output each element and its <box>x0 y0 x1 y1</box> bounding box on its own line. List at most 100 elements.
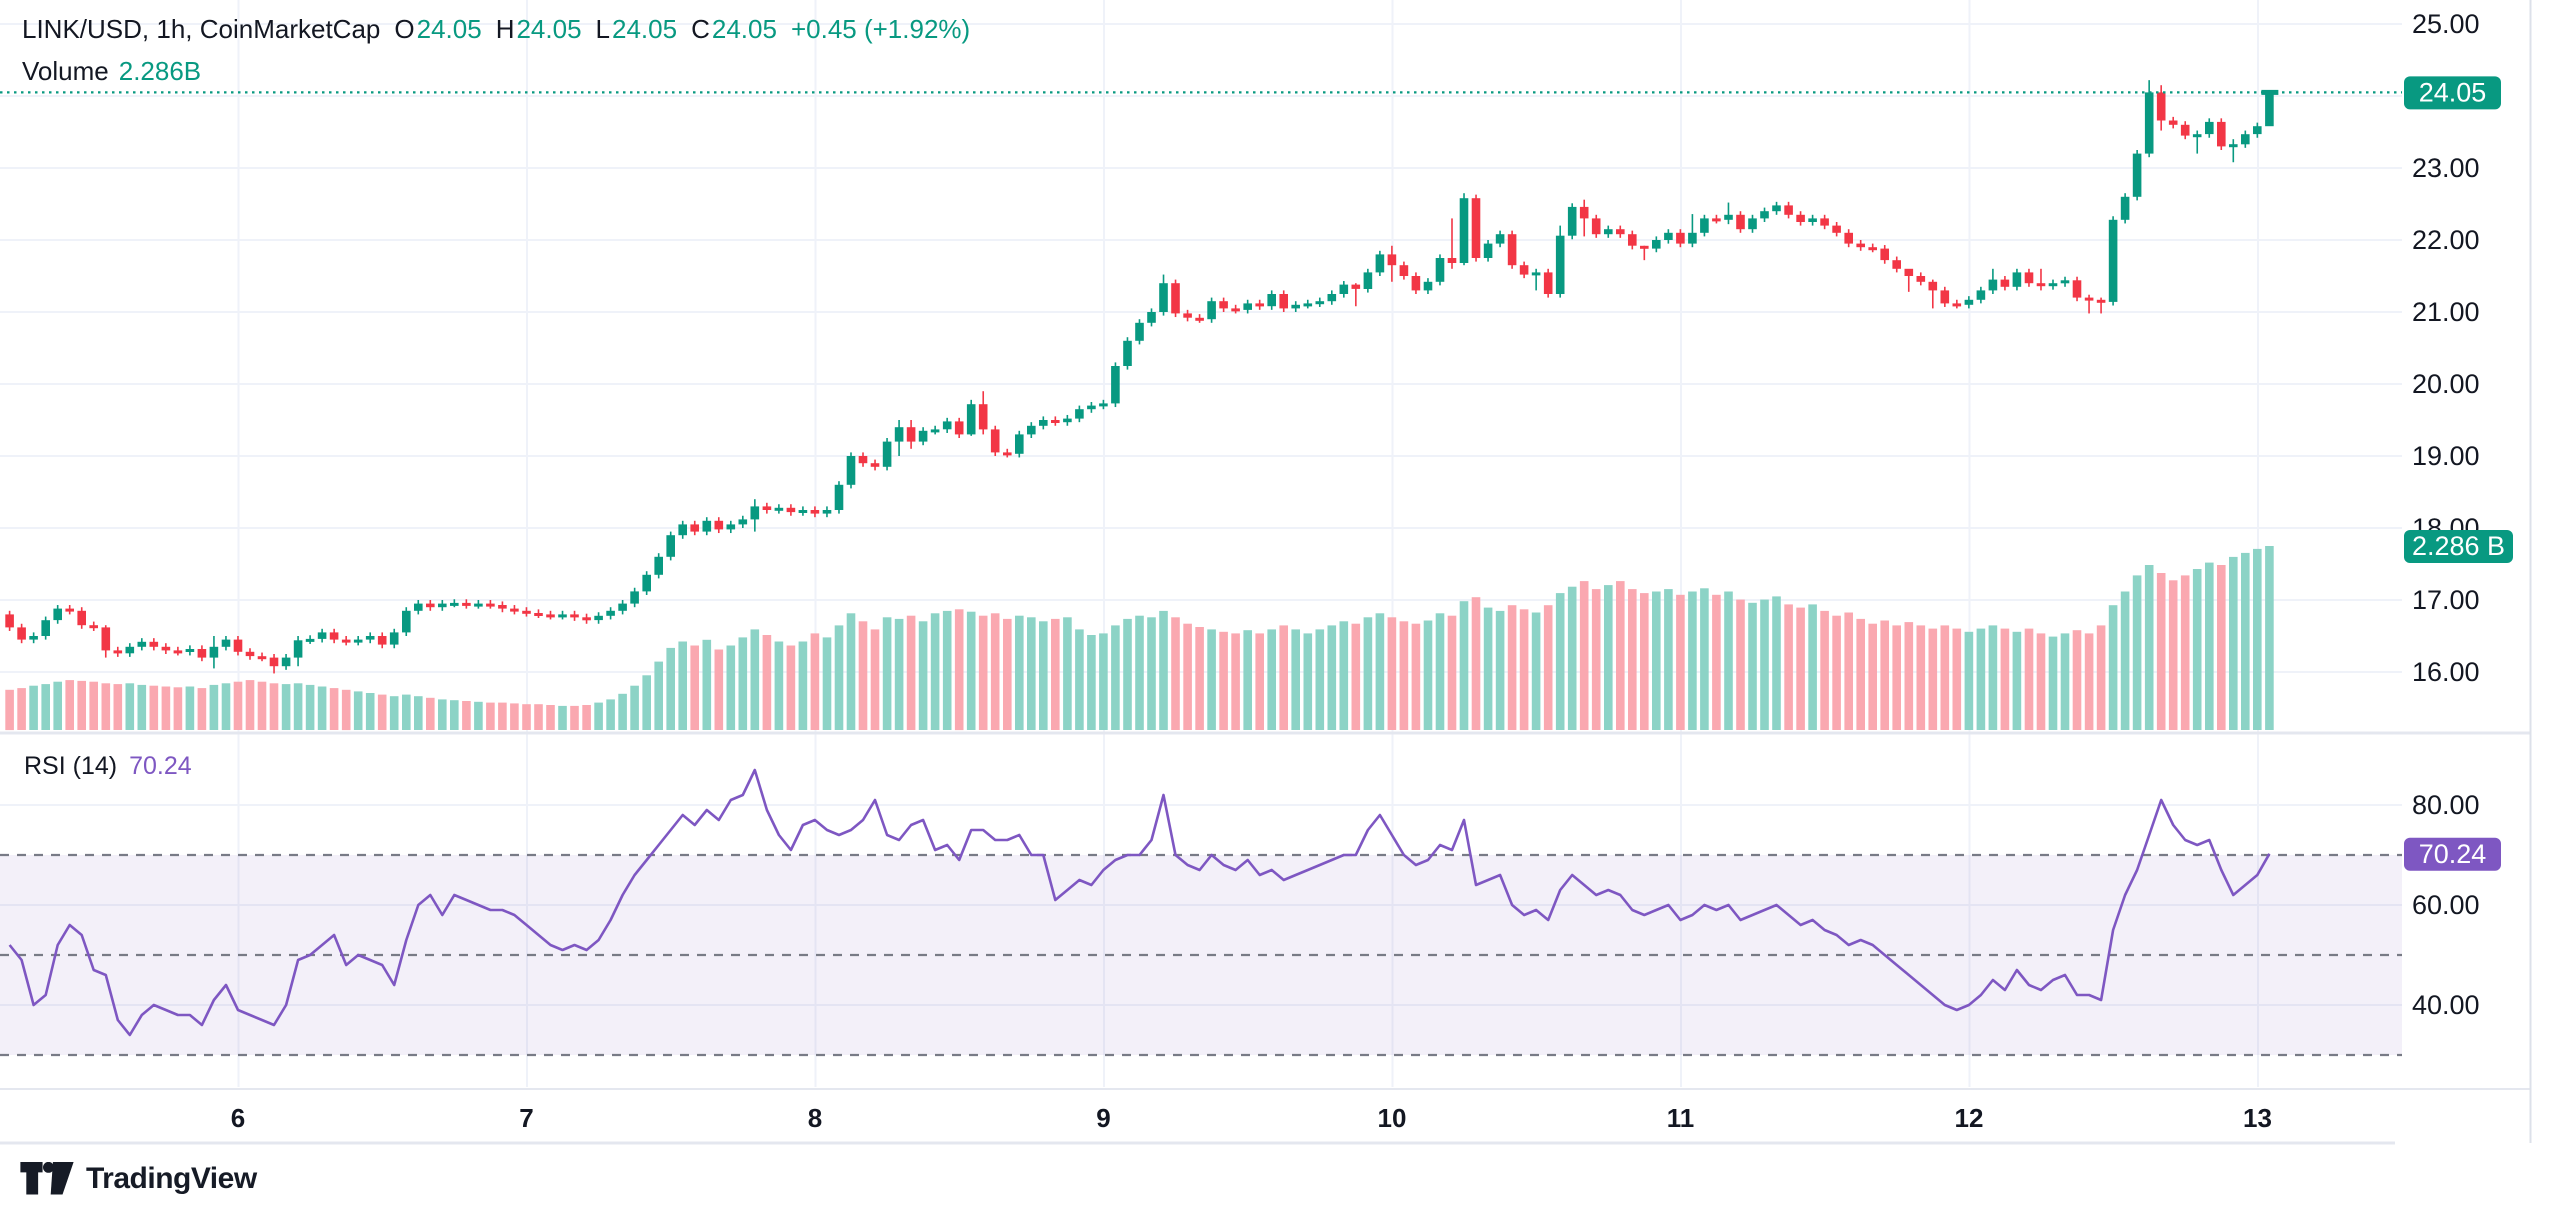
volume-bar <box>1832 615 1841 730</box>
volume-bar <box>2012 631 2022 730</box>
price-axis-label: 23.00 <box>2412 153 2480 183</box>
volume-bar <box>2036 633 2046 730</box>
volume-bar <box>678 641 687 730</box>
time-axis-label[interactable]: 11 <box>1667 1103 1695 1133</box>
candle-body <box>1820 218 1829 226</box>
candle-body <box>77 610 86 626</box>
candle-body <box>281 657 291 667</box>
volume-label: Volume <box>22 56 109 86</box>
candle-body <box>1784 205 1793 215</box>
time-axis-label[interactable]: 8 <box>808 1103 822 1133</box>
volume-bar <box>966 611 976 730</box>
candle-body <box>2192 134 2202 138</box>
candle-body <box>726 524 736 530</box>
volume-bar <box>1363 617 1373 730</box>
volume-bar <box>1027 617 1036 730</box>
candle-body <box>1435 258 1445 282</box>
volume-bar <box>906 615 916 730</box>
volume-bar <box>1495 610 1505 730</box>
volume-bar <box>1700 588 1709 730</box>
candle-body <box>618 603 627 611</box>
candle-body <box>149 641 159 647</box>
volume-bar <box>89 681 98 730</box>
volume-bar <box>774 641 784 730</box>
candle-body <box>702 520 712 532</box>
rsi-indicator-label[interactable]: RSI (14) 70.24 <box>24 752 192 781</box>
volume-bar <box>1664 589 1673 730</box>
volume-bar <box>1880 620 1889 730</box>
volume-bar <box>1147 617 1156 730</box>
volume-bar <box>1015 615 1024 730</box>
price-axis-label: 20.00 <box>2412 369 2480 399</box>
candle-body <box>1135 322 1144 341</box>
candle-body <box>1171 283 1180 314</box>
tradingview-logo-icon <box>20 1162 74 1195</box>
candle-body <box>1772 205 1781 212</box>
candle-body <box>1579 206 1589 219</box>
candle-body <box>534 613 543 616</box>
candles <box>5 80 2274 674</box>
volume-bar <box>594 702 603 730</box>
time-axis-label[interactable]: 10 <box>1378 1103 1407 1133</box>
candle-body <box>1387 254 1397 266</box>
candle-body <box>2096 299 2106 303</box>
volume-bar <box>1087 635 1096 730</box>
candle-body <box>1724 214 1733 220</box>
candle-body <box>1423 281 1433 291</box>
candle-body <box>1567 206 1577 236</box>
candle-body <box>630 591 639 604</box>
candle-body <box>1459 198 1469 263</box>
volume-bar <box>2217 565 2226 730</box>
volume-bar <box>1207 629 1216 730</box>
volume-bar <box>1904 622 1914 730</box>
candle-body <box>606 610 615 616</box>
volume-bar <box>1231 633 1240 730</box>
volume-bar <box>77 680 86 730</box>
candle-body <box>558 614 567 618</box>
volume-bar <box>2096 625 2106 730</box>
candle-body <box>1591 218 1601 235</box>
volume-bar <box>1844 612 1853 730</box>
candle-body <box>930 429 940 433</box>
time-axis-label[interactable]: 6 <box>231 1103 245 1133</box>
rsi-badge: 70.24 <box>2419 839 2487 869</box>
symbol-row: LINK/USD, 1h, CoinMarketCap O 24.05 H 24.0… <box>22 16 970 42</box>
candle-body <box>1652 240 1661 249</box>
time-axis-label[interactable]: 9 <box>1096 1103 1110 1133</box>
volume-bar <box>1435 613 1445 730</box>
volume-bar <box>1339 621 1349 730</box>
candle-body <box>1123 340 1132 366</box>
time-axis-label[interactable]: 7 <box>519 1103 533 1133</box>
candle-body <box>654 556 663 575</box>
volume-bar <box>1964 631 1974 730</box>
volume-bar <box>1567 586 1577 730</box>
tradingview-logo-text: TradingView <box>86 1162 257 1195</box>
volume-bar <box>822 637 832 730</box>
volume-bar <box>510 703 519 730</box>
time-axis-label[interactable]: 13 <box>2243 1103 2272 1133</box>
volume-bar <box>1171 617 1180 730</box>
volume-bar <box>786 645 796 730</box>
rsi-badge-bg <box>2404 837 2501 871</box>
candle-body <box>1988 279 1998 291</box>
price-axis-label: 25.00 <box>2412 9 2480 39</box>
candle-body <box>185 649 195 652</box>
candle-body <box>29 636 38 640</box>
symbol-title[interactable]: LINK/USD, 1h, CoinMarketCap <box>22 14 381 44</box>
volume-bar <box>690 645 699 730</box>
volume-bar <box>2168 580 2178 730</box>
candle-body <box>1051 420 1060 423</box>
volume-bar <box>2192 569 2202 730</box>
time-axis-label[interactable]: 12 <box>1955 1103 1984 1133</box>
volume-bar <box>1375 613 1385 730</box>
candle-body <box>2241 134 2250 145</box>
volume-bar <box>1447 615 1457 730</box>
candle-body <box>1880 248 1889 261</box>
volume-badge: 2.286 B <box>2412 531 2505 561</box>
volume-bar <box>450 700 459 730</box>
candle-body <box>1519 265 1529 275</box>
tradingview-logo[interactable]: TradingView <box>20 1162 257 1196</box>
volume-bar <box>1075 629 1084 730</box>
volume-row: Volume 2.286B <box>22 58 970 84</box>
